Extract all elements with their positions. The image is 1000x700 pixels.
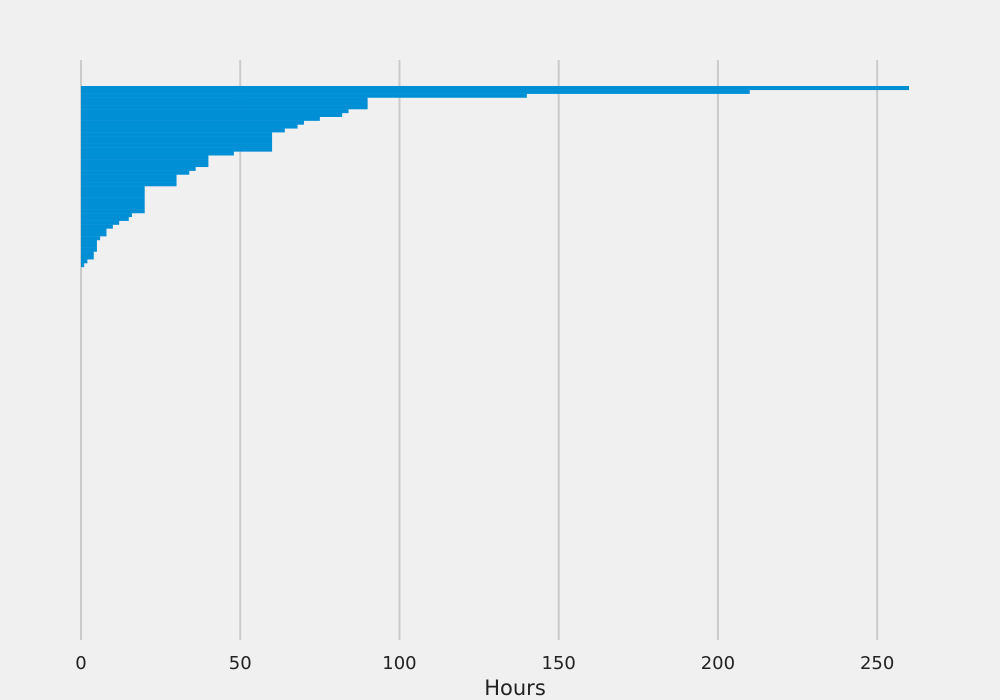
- x-tick-label: 50: [229, 653, 252, 674]
- bar: [81, 240, 97, 245]
- x-tick-label: 0: [75, 653, 86, 674]
- x-tick-label: 200: [701, 653, 735, 674]
- bar: [81, 220, 120, 225]
- bar: [81, 251, 94, 256]
- bar: [81, 197, 145, 202]
- bar: [81, 193, 145, 198]
- bar: [81, 109, 349, 114]
- x-tick-label: 150: [542, 653, 576, 674]
- bar: [81, 259, 88, 264]
- bar: [81, 182, 177, 187]
- bar: [81, 105, 368, 110]
- bar: [81, 143, 273, 148]
- bar: [81, 159, 209, 164]
- bar: [81, 136, 273, 141]
- bar: [81, 128, 285, 133]
- bar: [81, 120, 304, 125]
- bar: [81, 147, 273, 152]
- bar: [81, 155, 209, 160]
- x-axis-label: Hours: [484, 676, 546, 700]
- bar: [81, 139, 273, 144]
- bar: [81, 263, 85, 268]
- bar: [81, 116, 320, 121]
- bar: [81, 112, 343, 117]
- bar: [81, 151, 234, 156]
- bar: [81, 93, 527, 98]
- bar: [81, 101, 368, 106]
- bar: [81, 124, 298, 129]
- bar: [81, 201, 145, 206]
- bar: [81, 97, 368, 102]
- bar: [81, 174, 177, 179]
- x-tick-label: 250: [860, 653, 894, 674]
- bar: [81, 89, 750, 94]
- bar: [81, 236, 101, 241]
- bar: [81, 224, 113, 229]
- bar: [81, 86, 909, 91]
- bar: [81, 247, 97, 252]
- bar: [81, 243, 97, 248]
- bar: [81, 255, 94, 260]
- bar: [81, 228, 107, 233]
- bar: [81, 170, 190, 175]
- bar: [81, 189, 145, 194]
- bar: [81, 178, 177, 183]
- x-tick-label: 100: [382, 653, 416, 674]
- bar: [81, 213, 132, 218]
- bar: [81, 186, 145, 191]
- bar: [81, 209, 145, 214]
- bar: [81, 166, 196, 171]
- bar: [81, 216, 129, 221]
- bar: [81, 205, 145, 210]
- bar: [81, 163, 209, 168]
- bar: [81, 232, 107, 237]
- bar: [81, 132, 273, 137]
